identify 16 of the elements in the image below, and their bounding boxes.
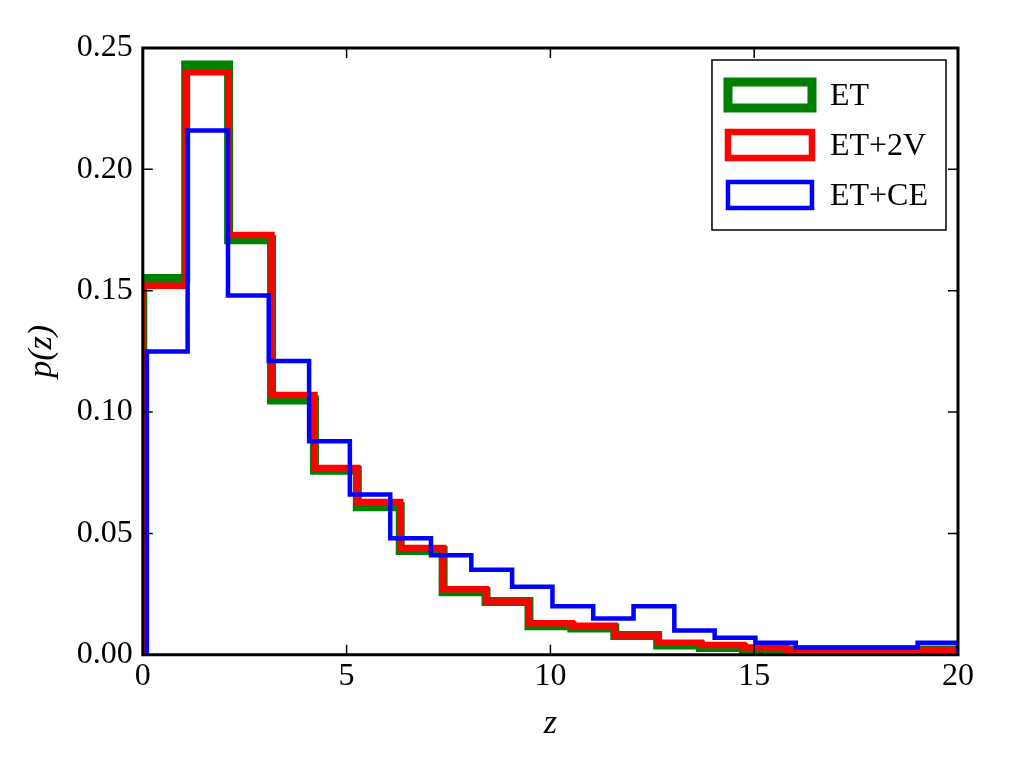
y-axis-title: p(z) bbox=[21, 324, 60, 380]
x-tick-label: 20 bbox=[942, 656, 974, 693]
y-tick-label: 0.25 bbox=[76, 27, 133, 64]
x-tick-label: 15 bbox=[738, 656, 771, 693]
y-tick-label: 0.00 bbox=[76, 634, 133, 671]
legend-label: ET+2V bbox=[829, 126, 927, 163]
y-tick-label: 0.10 bbox=[76, 391, 133, 428]
legend-label: ET+CE bbox=[829, 176, 928, 213]
x-tick-label: 0 bbox=[134, 656, 151, 693]
y-tick-label: 0.15 bbox=[76, 270, 133, 307]
x-axis-title: z bbox=[542, 702, 558, 740]
legend-label: ET bbox=[829, 76, 870, 113]
x-tick-label: 10 bbox=[534, 656, 567, 693]
y-tick-label: 0.05 bbox=[76, 512, 133, 549]
x-tick-label: 5 bbox=[338, 656, 355, 693]
y-tick-label: 0.20 bbox=[76, 148, 133, 185]
